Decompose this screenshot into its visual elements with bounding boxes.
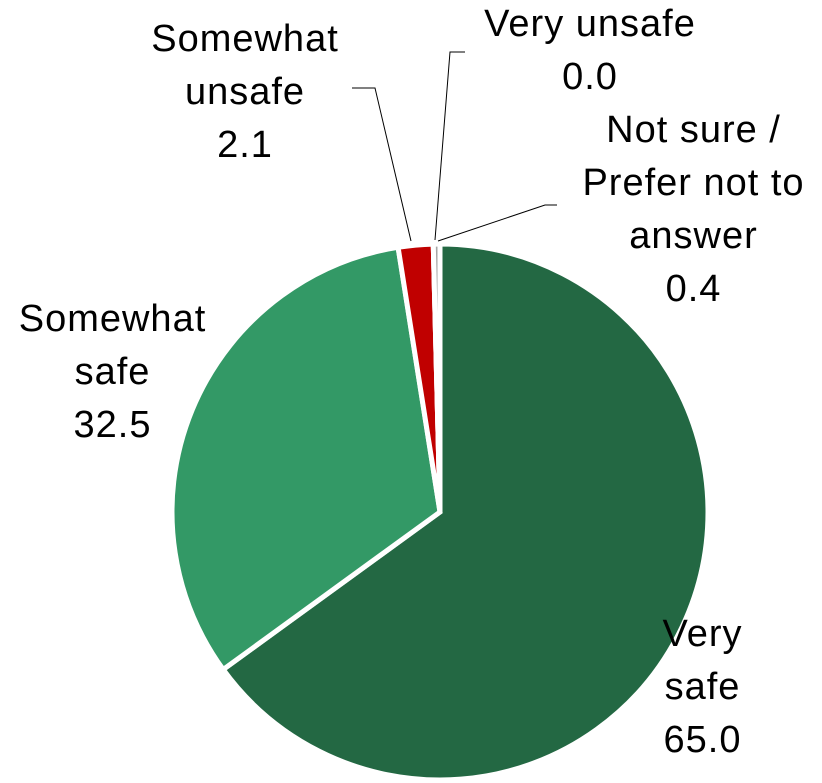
slice-label: Very unsafe 0.0 [460, 0, 720, 104]
category-label: Not sure / Prefer not to answer [582, 109, 805, 257]
category-label: Somewhat unsafe [151, 18, 339, 113]
pie-slice [219, 241, 711, 783]
pie-slice [430, 241, 443, 513]
slices [169, 241, 711, 783]
leader-line [437, 204, 557, 242]
slice-label: Very safe 65.0 [640, 608, 765, 767]
slice-label: Somewhat unsafe 2.1 [130, 13, 360, 172]
category-label: Very unsafe [484, 3, 696, 45]
leader-line [434, 51, 465, 241]
category-label: Very safe [662, 613, 743, 708]
slice-label: Not sure / Prefer not to answer 0.4 [565, 104, 822, 316]
value-label: 0.4 [665, 268, 722, 310]
slice-label: Somewhat safe 32.5 [0, 293, 225, 452]
value-label: 2.1 [217, 124, 273, 166]
value-label: 32.5 [73, 404, 152, 446]
leader-line [352, 87, 412, 242]
pie-slice [169, 244, 443, 674]
category-label: Somewhat safe [18, 298, 207, 393]
value-label: 65.0 [663, 719, 742, 761]
value-label: 0.0 [562, 56, 618, 98]
